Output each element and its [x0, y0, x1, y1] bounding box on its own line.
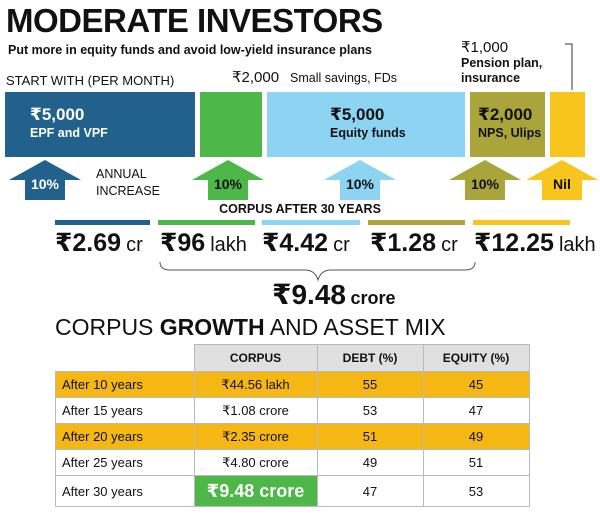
cell: ₹44.56 lakh: [193, 371, 318, 398]
cell: 49: [316, 449, 424, 476]
corpus-line: [262, 220, 360, 225]
row-label: After 20 years: [55, 423, 195, 450]
investment-block: [267, 92, 465, 157]
title-part: GROWTH: [159, 314, 265, 340]
investment-block: [200, 92, 262, 157]
title: MODERATE INVESTORS: [6, 2, 383, 39]
connector: [565, 43, 573, 90]
cell: 51: [422, 449, 530, 476]
cell: 49: [422, 423, 530, 450]
cell: 45: [422, 371, 530, 398]
table-row: After 25 years ₹4.80 crore 49 51: [55, 449, 530, 476]
corpus: ₹2.69 cr: [55, 228, 143, 258]
label: NPS, Ulips: [478, 126, 542, 140]
row-label: After 30 years: [55, 475, 195, 507]
arrow: [526, 160, 598, 200]
corpus-amount: ₹4.42: [262, 229, 329, 257]
label: EPF and VPF: [30, 126, 108, 140]
subtitle: Put more in equity funds and avoid low-y…: [8, 43, 372, 57]
investment-block: [550, 92, 585, 157]
arrow: [192, 160, 264, 200]
label: Pension plan, insurance: [461, 56, 543, 85]
row-label: After 25 years: [55, 449, 195, 476]
amount: ₹5,000: [30, 105, 85, 124]
total-unit: crore: [350, 288, 396, 308]
investment-block: [470, 92, 545, 157]
table-row: After 15 years ₹1.08 crore 53 47: [55, 397, 530, 424]
table-row: After 10 years ₹44.56 lakh 55 45: [55, 371, 530, 398]
corpus-amount: ₹12.25: [474, 229, 554, 257]
brace: [159, 261, 476, 282]
arrow: [324, 160, 396, 200]
column-header: DEBT (%): [316, 344, 424, 372]
increase: 10%: [213, 176, 243, 192]
arrow: [9, 160, 81, 200]
amount: ₹2,000: [478, 105, 533, 124]
corpus-line: [158, 220, 255, 225]
cell: ₹4.80 crore: [193, 449, 318, 476]
corpus-unit: lakh: [210, 234, 247, 256]
corpus-amount: ₹1.28: [370, 229, 437, 257]
increase: 10%: [470, 176, 500, 192]
corpus-line: [473, 220, 570, 225]
label: Equity funds: [330, 126, 406, 140]
corpus: ₹4.42 cr: [262, 228, 350, 258]
table-row: After 30 years ₹9.48 crore 47 53: [55, 475, 530, 507]
table-title: CORPUS GROWTH AND ASSET MIX: [55, 314, 446, 341]
corpus: ₹12.25 lakh: [474, 228, 596, 258]
corpus-unit: cr: [126, 234, 143, 256]
increase-label: ANNUAL INCREASE: [96, 167, 160, 198]
table-row: After 20 years ₹2.35 crore 51 49: [55, 423, 530, 450]
corpus: ₹1.28 cr: [370, 228, 458, 258]
corpus-heading: CORPUS AFTER 30 YEARS: [219, 202, 381, 216]
corpus-line: [368, 220, 465, 225]
total-amount: ₹9.48: [272, 279, 346, 310]
title-part: CORPUS: [55, 314, 154, 340]
column-header: CORPUS: [193, 344, 318, 372]
column-header: EQUITY (%): [422, 344, 530, 372]
title-part: AND ASSET MIX: [269, 314, 446, 340]
corpus-unit: lakh: [558, 234, 596, 256]
header-row: CORPUS DEBT (%) EQUITY (%): [56, 344, 530, 372]
investment-block: [5, 92, 195, 157]
cell: 55: [316, 371, 424, 398]
increase: 10%: [30, 176, 60, 192]
cell: 53: [422, 475, 530, 507]
corpus-unit: cr: [333, 234, 350, 256]
blank-cell: [56, 345, 195, 372]
cell: ₹2.35 crore: [193, 423, 318, 450]
increase: Nil: [553, 176, 571, 192]
row-label: After 10 years: [55, 371, 195, 398]
corpus-unit: cr: [441, 234, 458, 256]
cell: 47: [422, 397, 530, 424]
amount: ₹2,000: [232, 69, 280, 86]
cell: 47: [316, 475, 424, 507]
cell: ₹1.08 crore: [193, 397, 318, 424]
corpus: ₹96 lakh: [160, 228, 247, 258]
corpus-amount: ₹2.69: [55, 229, 122, 257]
cell: 51: [316, 423, 424, 450]
cell: 53: [316, 397, 424, 424]
cell: ₹9.48 crore: [193, 475, 318, 507]
increase: 10%: [345, 176, 375, 192]
corpus-amount: ₹96: [160, 229, 206, 257]
row-label: After 15 years: [55, 397, 195, 424]
arrow: [449, 160, 521, 200]
start-label: START WITH (PER MONTH): [6, 73, 175, 88]
amount: ₹1,000: [461, 39, 509, 56]
amount: ₹5,000: [330, 105, 385, 124]
corpus-line: [55, 220, 150, 225]
asset-table: CORPUS DEBT (%) EQUITY (%) After 10 years ₹4…: [55, 344, 530, 507]
label: Small savings, FDs: [290, 71, 397, 85]
total: ₹9.48 crore: [272, 278, 395, 311]
